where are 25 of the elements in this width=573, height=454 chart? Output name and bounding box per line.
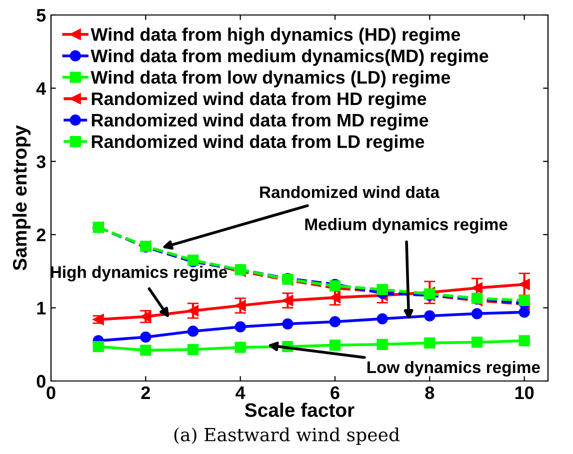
- text: (a) Eastward wind speed: [174, 427, 400, 445]
- y-tick-label: 5: [36, 9, 46, 22]
- legend-label: Randomized wind data from HD regime: [92, 92, 426, 109]
- annotation: Medium dynamics regime: [305, 218, 508, 234]
- legend-label: Wind data from medium dynamics(MD) regime: [90, 49, 488, 66]
- x-tick-label: 10: [515, 386, 534, 400]
- legend-label: Randomized wind data from LD regime: [92, 134, 424, 152]
- y-tick-label: 0: [36, 374, 46, 388]
- y-axis-title: Sample entropy: [12, 125, 31, 270]
- y-tick-label: 2: [36, 228, 46, 242]
- legend-label: Wind data from high dynamics (HD) regime: [90, 28, 460, 45]
- legend-label: Wind data from low dynamics (LD) regime: [90, 70, 450, 88]
- x-tick-label: 4: [236, 386, 246, 399]
- annotation: High dynamics regime: [50, 266, 228, 282]
- y-tick-label: 3: [36, 155, 46, 168]
- x-tick-label: 6: [330, 386, 340, 400]
- x-axis-title: Scale factor: [244, 402, 354, 417]
- legend-label: Randomized wind data from MD regime: [92, 113, 428, 130]
- annotation: Low dynamics regime: [367, 360, 540, 377]
- x-tick-label: 2: [141, 386, 150, 399]
- y-tick-label: 4: [36, 82, 46, 95]
- x-tick-label: 8: [425, 386, 434, 400]
- y-tick-label: 1: [37, 302, 46, 314]
- x-tick-label: 0: [46, 386, 56, 400]
- annotation: Randomized wind data: [260, 186, 440, 198]
